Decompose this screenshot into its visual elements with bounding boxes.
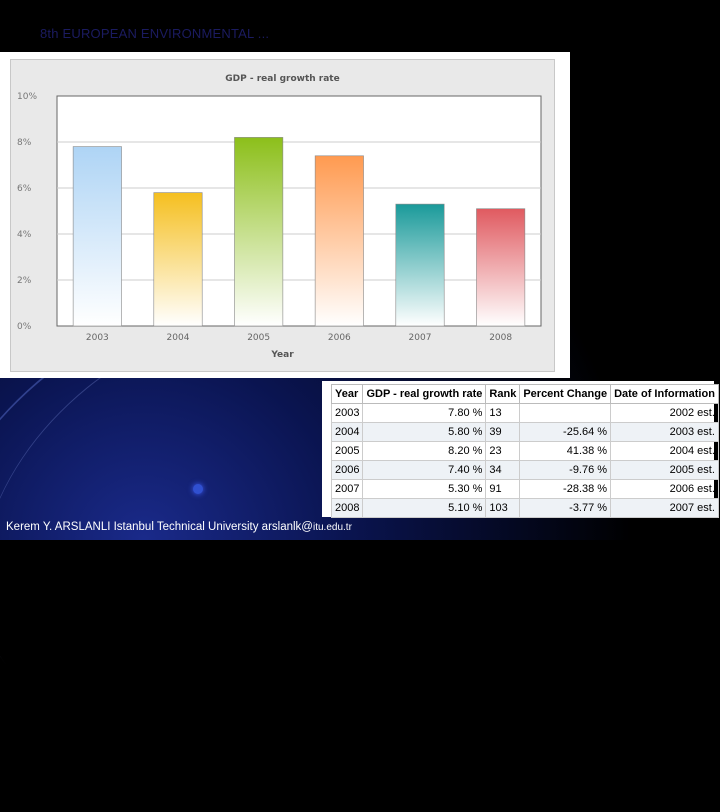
- footer-credit: Kerem Y. ARSLANLI Istanbul Technical Uni…: [6, 521, 352, 533]
- column-header-date: Date of Information: [610, 384, 719, 404]
- bar-2006: [314, 155, 364, 327]
- plot-area: [56, 95, 542, 327]
- cell-percent-change: -3.77 %: [519, 498, 612, 518]
- table-header-row: Year GDP - real growth rate Rank Percent…: [330, 384, 719, 404]
- cell-date: 2006 est.: [610, 479, 719, 499]
- cell-year: 2003: [330, 403, 364, 423]
- bar-2008: [476, 208, 526, 327]
- table-row: 2003 7.80 % 13 2002 est.: [330, 403, 719, 423]
- column-header-gdp: GDP - real growth rate: [362, 384, 487, 404]
- slide-title: 8th EUROPEAN ENVIRONMENTAL ...: [40, 26, 270, 41]
- decorative-dot: [193, 484, 203, 494]
- column-header-percent-change: Percent Change: [519, 384, 612, 404]
- cell-gdp: 5.30 %: [362, 479, 487, 499]
- cell-year: 2007: [330, 479, 364, 499]
- cell-rank: 23: [485, 441, 521, 461]
- cell-year: 2008: [330, 498, 364, 518]
- cell-year: 2006: [330, 460, 364, 480]
- x-tick-label: 2005: [247, 333, 270, 343]
- gdp-table: Year GDP - real growth rate Rank Percent…: [330, 384, 719, 518]
- table-row: 2007 5.30 % 91 -28.38 % 2006 est.: [330, 479, 719, 499]
- table-row: 2004 5.80 % 39 -25.64 % 2003 est.: [330, 422, 719, 442]
- x-tick-label: 2007: [409, 333, 432, 343]
- cell-year: 2005: [330, 441, 364, 461]
- chart-frame: GDP - real growth rate 0% 2% 4% 6% 8% 10% 2003…: [10, 59, 555, 372]
- cell-gdp: 7.40 %: [362, 460, 487, 480]
- cell-date: 2007 est.: [610, 498, 719, 518]
- table-row: 2008 5.10 % 103 -3.77 % 2007 est.: [330, 498, 719, 518]
- y-tick-label: 6%: [17, 184, 32, 194]
- cell-rank: 13: [485, 403, 521, 423]
- cell-rank: 34: [485, 460, 521, 480]
- x-tick-label: 2006: [328, 333, 351, 343]
- x-tick-label: 2004: [167, 333, 190, 343]
- chart-title: GDP - real growth rate: [225, 74, 340, 84]
- bar-2003: [72, 146, 122, 327]
- cell-percent-change: 41.38 %: [519, 441, 612, 461]
- cell-date: 2004 est.: [610, 441, 719, 461]
- cell-rank: 39: [485, 422, 521, 442]
- x-tick-label: 2003: [86, 333, 109, 343]
- bar-2007: [395, 203, 445, 327]
- bar-chart: 0% 2% 4% 6% 8% 10% 2003 2004 2005 2006 2007 2008: [17, 92, 542, 343]
- table-row: 2005 8.20 % 23 41.38 % 2004 est.: [330, 441, 719, 461]
- y-tick-label: 10%: [17, 92, 37, 102]
- column-header-rank: Rank: [485, 384, 521, 404]
- table-panel: Year GDP - real growth rate Rank Percent…: [322, 381, 719, 518]
- cell-rank: 103: [485, 498, 521, 518]
- cell-percent-change: [519, 403, 612, 423]
- table-row: 2006 7.40 % 34 -9.76 % 2005 est.: [330, 460, 719, 480]
- cell-gdp: 5.80 %: [362, 422, 487, 442]
- x-axis-label: Year: [271, 350, 294, 360]
- cell-gdp: 8.20 %: [362, 441, 487, 461]
- y-tick-label: 4%: [17, 230, 32, 240]
- x-tick-label: 2008: [489, 333, 512, 343]
- chart-panel: GDP - real growth rate 0% 2% 4% 6% 8% 10% 2003…: [0, 52, 570, 378]
- cell-date: 2002 est.: [610, 403, 719, 423]
- footer-text: Kerem Y. ARSLANLI Istanbul Technical Uni…: [6, 521, 313, 533]
- y-tick-label: 8%: [17, 138, 32, 148]
- cell-date: 2003 est.: [610, 422, 719, 442]
- bar-2004: [153, 192, 203, 327]
- cell-rank: 91: [485, 479, 521, 499]
- cell-percent-change: -25.64 %: [519, 422, 612, 442]
- cell-gdp: 5.10 %: [362, 498, 487, 518]
- cell-gdp: 7.80 %: [362, 403, 487, 423]
- cell-date: 2005 est.: [610, 460, 719, 480]
- cell-percent-change: -28.38 %: [519, 479, 612, 499]
- footer-email-domain: itu.edu.tr: [313, 522, 352, 533]
- column-header-year: Year: [330, 384, 364, 404]
- y-tick-label: 0%: [17, 322, 32, 332]
- y-tick-label: 2%: [17, 276, 32, 286]
- cell-year: 2004: [330, 422, 364, 442]
- bar-2005: [234, 137, 284, 327]
- cell-percent-change: -9.76 %: [519, 460, 612, 480]
